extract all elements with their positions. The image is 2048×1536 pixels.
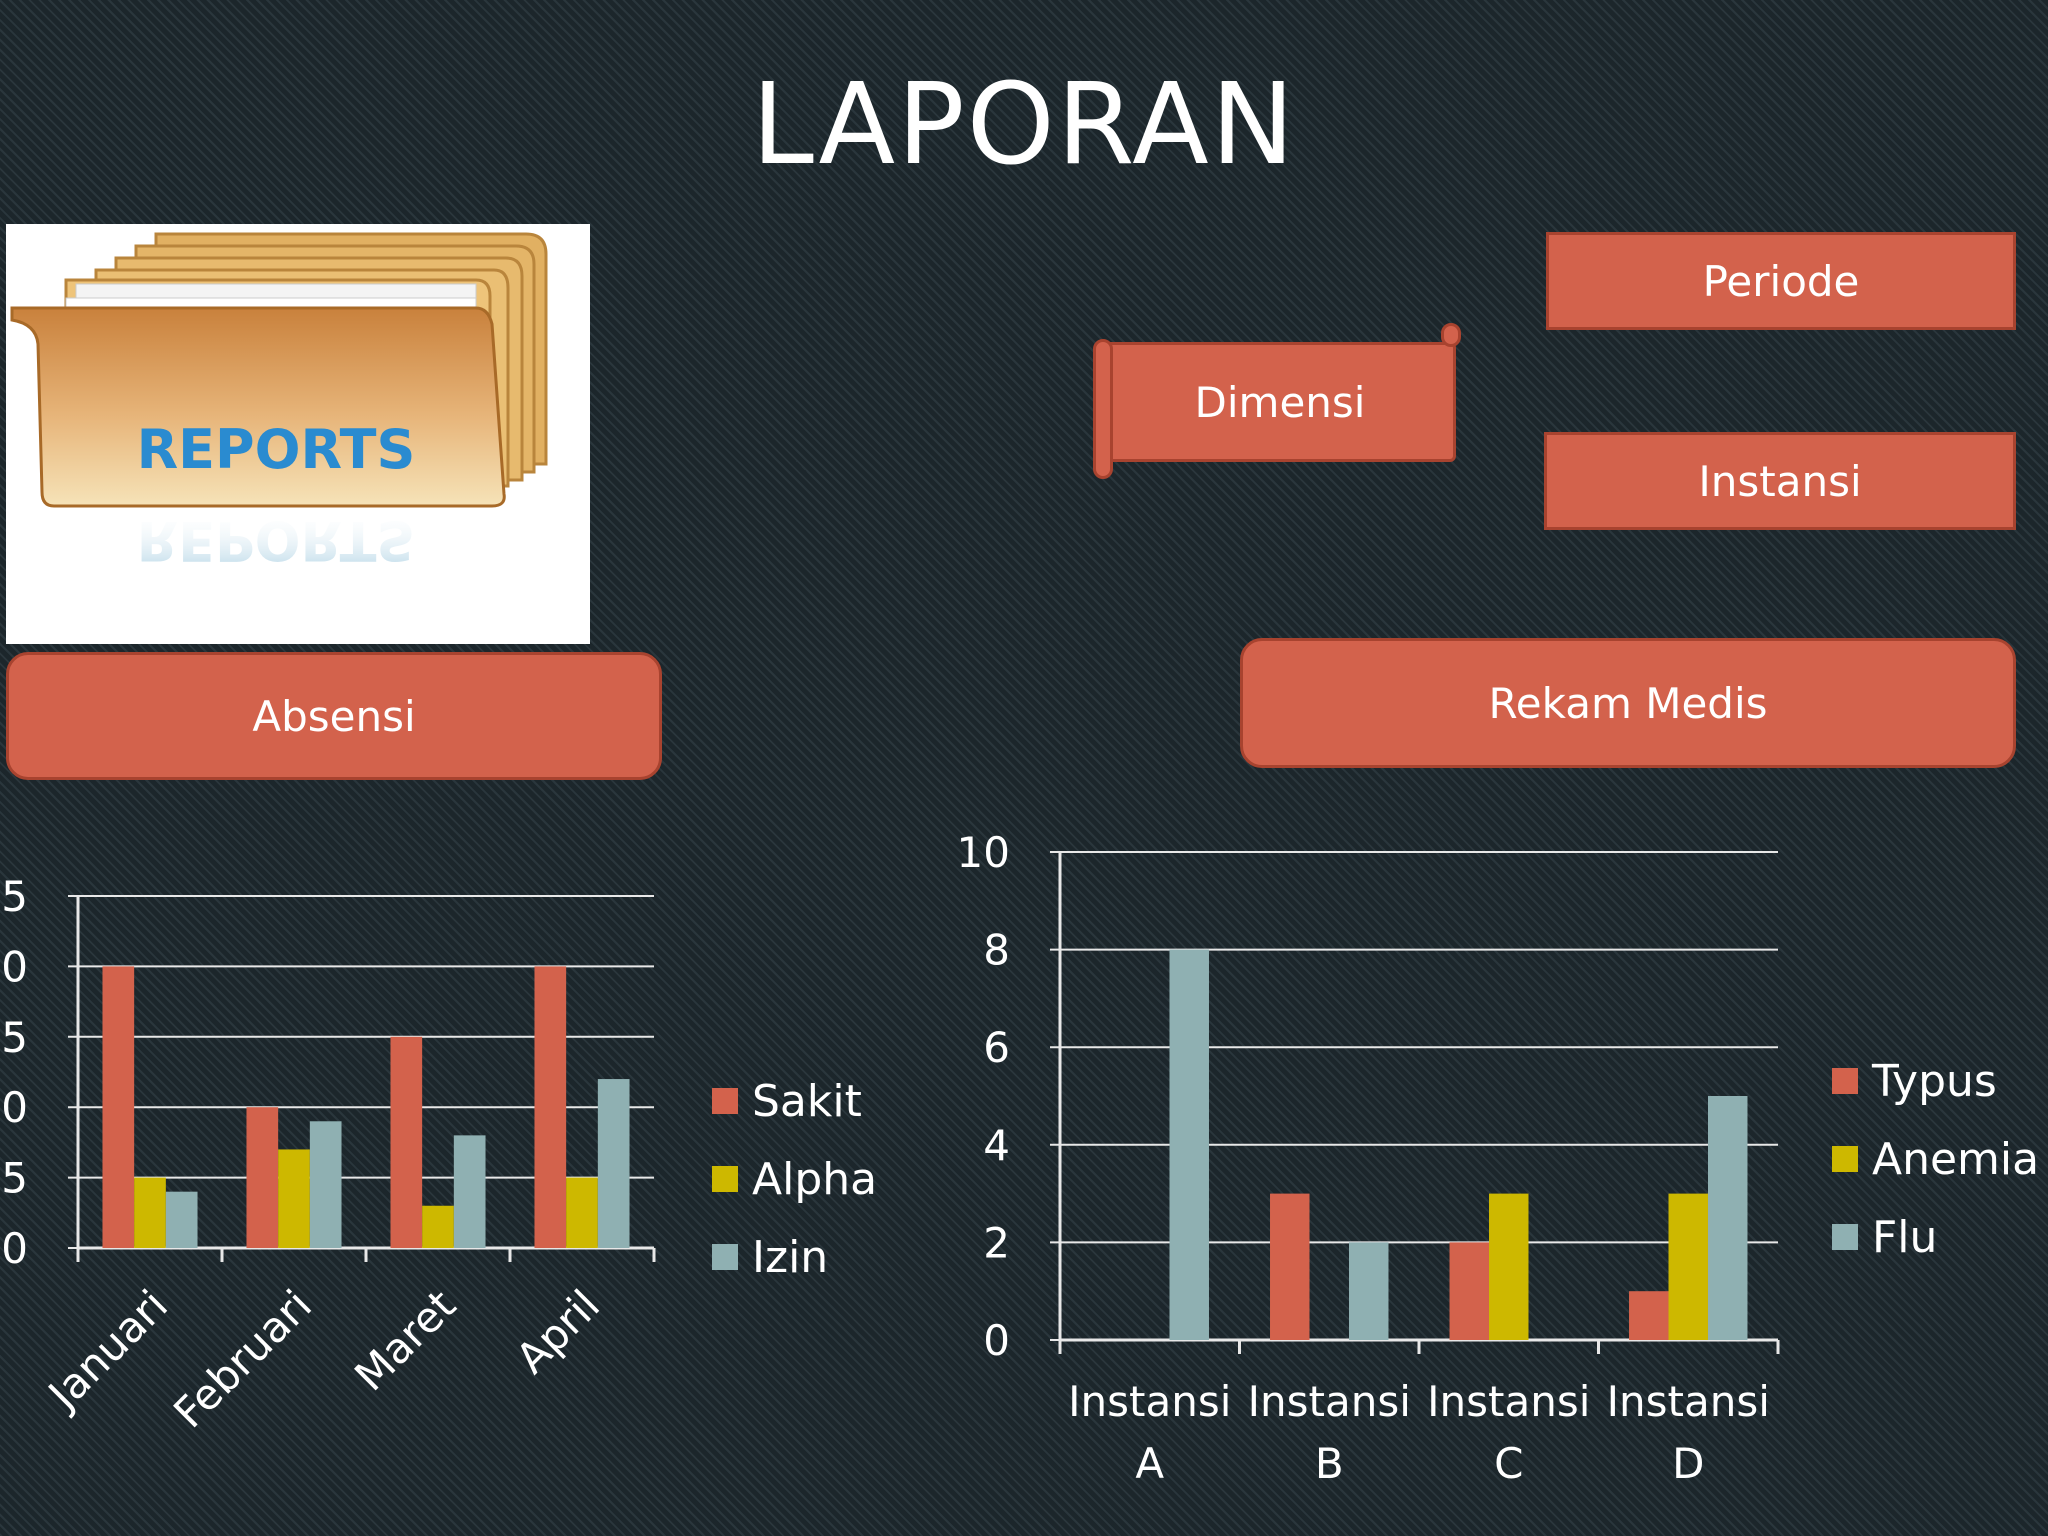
bar-izin (453, 1135, 486, 1248)
y-tick-label: 15 (0, 1013, 28, 1062)
y-tick-label: 8 (983, 926, 1010, 975)
y-tick-label: 10 (957, 828, 1010, 877)
bar-sakit (534, 966, 567, 1248)
bar-izin (309, 1121, 342, 1248)
bar-alpha (134, 1177, 166, 1248)
x-tick-label: Februari (164, 1280, 321, 1437)
x-tick-label: D (1672, 1439, 1704, 1488)
absensi-button[interactable]: Absensi (6, 652, 662, 780)
legend-label-izin: Izin (752, 1232, 828, 1283)
bar-typus (1629, 1291, 1669, 1340)
bar-alpha (422, 1205, 454, 1248)
x-tick-label: Instansi (1068, 1377, 1231, 1426)
legend-swatch-alpha (712, 1166, 738, 1192)
legend-swatch-anemia (1832, 1146, 1858, 1172)
bar-flu (1169, 949, 1209, 1340)
x-tick-label: Instansi (1607, 1377, 1770, 1426)
bar-anemia (1668, 1193, 1708, 1340)
legend-label-sakit: Sakit (752, 1076, 862, 1127)
bar-sakit (102, 966, 135, 1248)
bar-alpha (566, 1177, 598, 1248)
instansi-button[interactable]: Instansi (1544, 432, 2016, 530)
bar-izin (597, 1079, 630, 1248)
x-tick-label: Januari (37, 1280, 177, 1420)
legend-label-alpha: Alpha (752, 1154, 877, 1205)
x-tick-label: A (1135, 1439, 1164, 1488)
periode-button-label: Periode (1702, 256, 1860, 306)
bar-flu (1707, 1096, 1748, 1340)
y-tick-label: 4 (983, 1121, 1010, 1170)
y-tick-label: 0 (983, 1316, 1010, 1365)
folder-reports-icon: REPORTS REPORTS (10, 232, 548, 572)
absensi-button-label: Absensi (252, 691, 416, 741)
folder-logo-text: REPORTS (137, 418, 416, 481)
bar-izin (165, 1191, 198, 1248)
y-tick-label: 20 (0, 942, 28, 991)
legend-swatch-sakit (712, 1088, 738, 1114)
dimensi-button[interactable]: Dimensi (1093, 323, 1461, 479)
y-tick-label: 10 (0, 1083, 28, 1132)
x-tick-label: B (1315, 1439, 1344, 1488)
rekam-medis-button[interactable]: Rekam Medis (1240, 638, 2016, 768)
rekam-medis-button-label: Rekam Medis (1488, 678, 1768, 728)
y-tick-label: 25 (0, 872, 28, 921)
x-tick-label: C (1494, 1439, 1523, 1488)
legend-swatch-typus (1832, 1068, 1858, 1094)
bar-typus (1270, 1193, 1310, 1340)
reports-folder-image: REPORTS REPORTS (6, 224, 590, 644)
bar-flu (1348, 1242, 1389, 1340)
bar-typus (1449, 1242, 1490, 1340)
page-title: LAPORAN (751, 60, 1297, 190)
y-tick-label: 2 (983, 1218, 1010, 1267)
bar-sakit (246, 1107, 279, 1248)
y-tick-label: 6 (983, 1023, 1010, 1072)
bar-alpha (278, 1149, 310, 1248)
legend-label-flu: Flu (1872, 1212, 1937, 1263)
legend-swatch-izin (712, 1244, 738, 1270)
x-tick-label: April (507, 1280, 610, 1383)
periode-button[interactable]: Periode (1546, 232, 2016, 330)
folder-logo-reflection: REPORTS (137, 509, 416, 572)
bar-anemia (1489, 1193, 1529, 1340)
instansi-button-label: Instansi (1698, 456, 1862, 506)
y-tick-label: 0 (1, 1224, 28, 1273)
legend-label-anemia: Anemia (1872, 1134, 2039, 1185)
x-tick-label: Maret (345, 1280, 465, 1400)
legend-label-typus: Typus (1871, 1056, 1997, 1107)
legend-swatch-flu (1832, 1224, 1858, 1250)
x-tick-label: Instansi (1248, 1377, 1411, 1426)
x-tick-label: Instansi (1427, 1377, 1590, 1426)
bar-sakit (390, 1036, 423, 1248)
y-tick-label: 5 (1, 1154, 28, 1203)
dimensi-button-label: Dimensi (1194, 377, 1366, 427)
